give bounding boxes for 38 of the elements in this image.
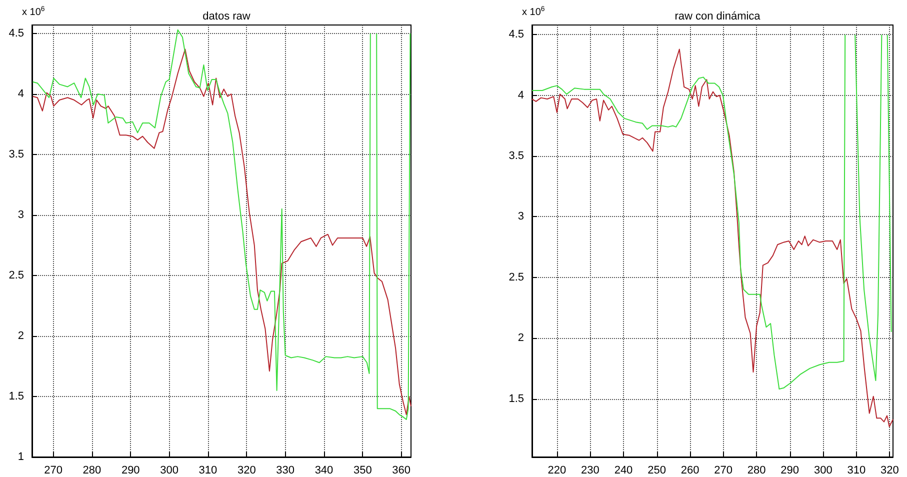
- y-tick-label: 2.5: [8, 269, 24, 282]
- x-tick-label: 260: [680, 464, 700, 476]
- x-tick-label: 300: [814, 464, 832, 476]
- x-tick-label: 220: [548, 464, 566, 476]
- y-tick-label: 3: [518, 210, 524, 223]
- y-tick-label: 4: [518, 89, 524, 102]
- y-tick-label: 3.5: [508, 150, 524, 162]
- x-tick-label: 360: [392, 464, 411, 476]
- x-tick-label: 320: [237, 464, 256, 476]
- y-tick-label: 4: [18, 88, 24, 100]
- x-tick-label: 280: [747, 464, 766, 476]
- x-tick-label: 290: [780, 464, 800, 476]
- y-tick-label: 1: [18, 451, 24, 463]
- x-tick-label: 290: [121, 464, 140, 476]
- x-tick-label: 310: [198, 464, 218, 476]
- x-tick-label: 270: [714, 464, 732, 476]
- x-tick-label: 280: [82, 464, 102, 476]
- x-tick-label: 320: [880, 464, 899, 476]
- y-tick-label: 1.5: [508, 392, 524, 405]
- y-tick-label: 2.5: [508, 271, 524, 284]
- x-tick-label: 310: [847, 464, 866, 476]
- x-tick-label: 230: [581, 464, 600, 476]
- x-tick-label: 270: [44, 464, 62, 476]
- x-tick-label: 330: [276, 464, 294, 476]
- y-tick-label: 3.5: [8, 148, 24, 160]
- x-tick-label: 250: [648, 464, 666, 476]
- chart-title: datos raw: [202, 10, 250, 22]
- y-tick-label: 4.5: [508, 28, 524, 41]
- x-tick-label: 340: [314, 464, 334, 476]
- x-tick-label: 240: [614, 464, 633, 476]
- chart-title: raw con dinámica: [674, 10, 762, 22]
- y-tick-label: 2: [18, 330, 24, 342]
- y-tick-label: 3: [18, 208, 24, 221]
- y-tick-label: 4.5: [8, 27, 24, 40]
- y-tick-label: 2: [518, 332, 524, 344]
- x-tick-label: 350: [353, 464, 372, 476]
- x-tick-label: 300: [160, 464, 178, 476]
- y-tick-label: 1.5: [8, 390, 24, 402]
